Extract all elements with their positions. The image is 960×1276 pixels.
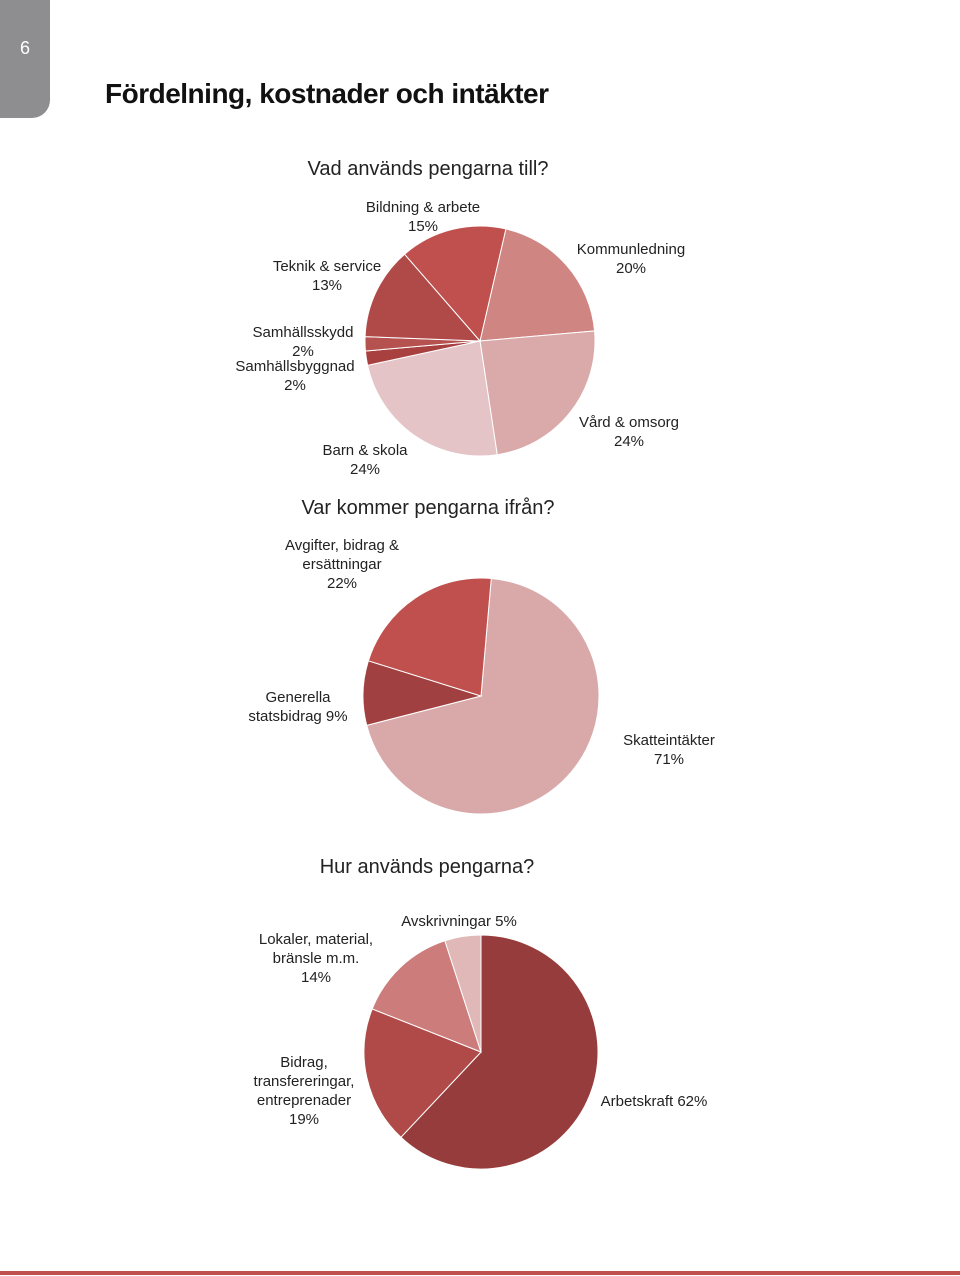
slice-value: 24%	[349, 461, 381, 478]
page-number: 6	[0, 0, 50, 118]
slice-name: Bildning & arbete	[365, 199, 481, 216]
footer-rule	[0, 1271, 960, 1275]
slice-value: 2%	[292, 343, 314, 360]
pie-slice	[444, 934, 482, 1053]
slice-name: Arbetskraft	[600, 1093, 674, 1110]
slice-label: Generella statsbidrag 9%	[243, 688, 353, 726]
pie-slice	[367, 577, 492, 697]
slice-label: Teknik & service 13%	[252, 257, 402, 295]
page-title: Fördelning, kostnader och intäkter	[105, 78, 549, 109]
slice-label: Avskrivningar 5%	[359, 912, 559, 931]
slice-value: 19%	[288, 1111, 320, 1128]
slice-value: 24%	[613, 433, 645, 450]
slice-name: Teknik & service	[272, 258, 382, 275]
pie-slice	[367, 340, 498, 457]
slice-name: Generella statsbidrag	[248, 689, 331, 725]
slice-name: Skatteintäkter	[623, 732, 715, 749]
slice-label: Arbetskraft 62%	[554, 1092, 754, 1111]
chart-title: Var kommer pengarna ifrån?	[301, 497, 555, 519]
slice-label: Barn & skola 24%	[295, 441, 435, 479]
chart-title: Hur används pengarna?	[319, 856, 535, 878]
pie-slice	[364, 253, 482, 342]
slice-name: Vård & omsorg	[578, 414, 680, 431]
slice-label: Avgifter, bidrag & ersättningar 22%	[277, 536, 407, 593]
slice-value: 5%	[495, 913, 517, 930]
slice-value: 15%	[407, 218, 439, 235]
slice-value: 9%	[325, 708, 348, 725]
slice-label: Skatteintäkter 71%	[594, 731, 744, 769]
slice-name: Avgifter, bidrag & ersättningar	[285, 537, 399, 573]
slice-name: Samhällsskydd	[252, 324, 354, 341]
pie-slice	[403, 225, 507, 343]
slice-value: 20%	[615, 260, 647, 277]
slice-name: Lokaler, material, bränsle m.m.	[258, 931, 374, 967]
slice-label: Samhällsbyggnad 2%	[220, 357, 370, 395]
slice-value: 14%	[300, 969, 332, 986]
slice-label: Bidrag, transfereringar, entreprenader 1…	[239, 1053, 369, 1129]
slice-label: Kommunledning 20%	[551, 240, 711, 278]
pie-slice	[479, 228, 596, 342]
slice-value: 62%	[677, 1093, 708, 1110]
slice-label: Vård & omsorg 24%	[549, 413, 709, 451]
slice-label: Lokaler, material, bränsle m.m. 14%	[246, 930, 386, 987]
slice-label: Bildning & arbete 15%	[338, 198, 508, 236]
slice-label: Samhällsskydd 2%	[228, 323, 378, 361]
pie-slice	[363, 1008, 482, 1138]
slice-name: Samhällsbyggnad	[235, 358, 355, 375]
pie-slice	[366, 577, 600, 815]
slice-name: Bidrag, transfereringar, entreprenader	[253, 1054, 355, 1109]
pie-slice	[400, 934, 599, 1170]
slice-name: Avskrivningar	[401, 913, 491, 930]
chart-title: Vad används pengarna till?	[307, 158, 549, 180]
slice-name: Kommunledning	[576, 241, 686, 258]
slice-value: 2%	[284, 377, 306, 394]
slice-name: Barn & skola	[322, 442, 408, 459]
slice-value: 71%	[653, 751, 685, 768]
slice-value: 13%	[311, 277, 343, 294]
slice-value: 22%	[326, 575, 358, 592]
pie-slice	[479, 330, 596, 456]
